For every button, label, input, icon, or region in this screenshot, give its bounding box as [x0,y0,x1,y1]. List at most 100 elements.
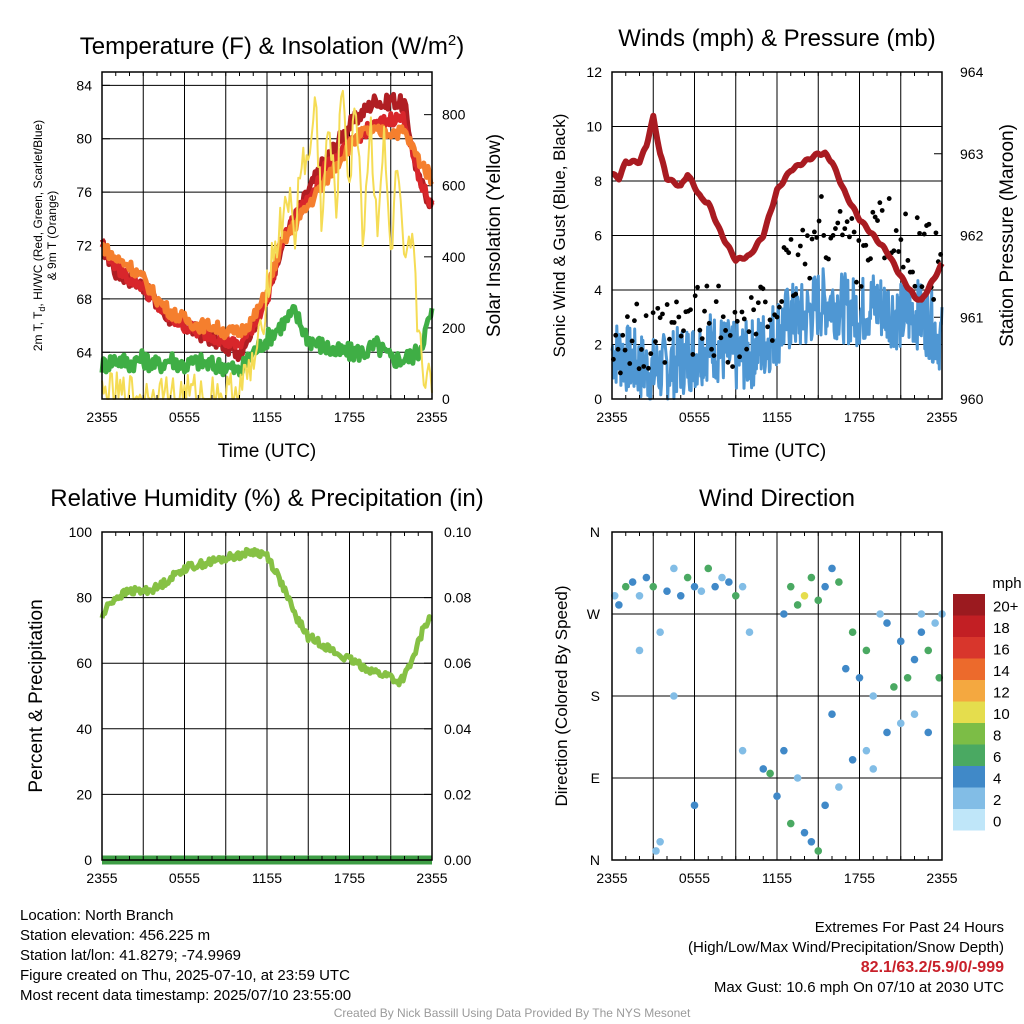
gust-point [720,314,726,320]
direction-point [896,719,905,728]
direction-point [766,769,774,778]
legend-swatch [953,594,985,616]
direction-point [835,783,843,791]
y-axis-label: Percent & Precipitation [26,599,47,792]
y-tick-label: 80 [76,590,92,606]
direction-point [780,610,788,618]
direction-point [615,601,623,609]
gust-point [837,208,843,214]
y-tick-label: W [587,606,601,622]
gust-point [760,286,766,292]
gust-point [676,314,682,320]
y-right-axis-label: Station Pressure (Maroon) [997,124,1018,347]
series-line-dewpoint-green- [99,304,435,378]
x-tick-label: 1755 [844,409,875,425]
x-tick-label: 1155 [762,409,792,425]
gust-point [641,364,647,369]
gust-point [748,295,754,300]
panel-3: 0 20 40 60 80 100 0.00 0.02 0.04 0.06 0.08 0.10 2355… [26,485,484,886]
gust-point [753,331,759,337]
y-axis-label: 2m T, Td, HI/WC (Red, Green, Scarlet/Blu… [31,120,47,351]
y-right-tick-label: 800 [442,107,466,123]
direction-point [676,591,685,600]
gust-point [800,227,806,233]
x-tick-label: 1155 [252,409,282,425]
gust-point [917,230,922,236]
y-tick-label: S [591,688,600,704]
y-right-tick-label: 0.10 [444,524,471,540]
gust-point [664,302,670,307]
y-right-tick-label: 960 [960,391,984,407]
gust-point [854,279,859,285]
gust-point [674,299,679,305]
direction-point [848,628,857,637]
gust-point [903,211,908,217]
gust-point [807,275,813,281]
direction-point [821,801,829,810]
direction-point [924,646,933,655]
gust-point [844,219,850,225]
y-axis-label-rest: , HI/WC (Red, Green, Scarlet/Blue) [31,120,45,307]
gust-point [793,291,799,297]
legend-title: mph [992,575,1021,592]
gust-point [809,236,815,242]
direction-point [780,746,788,755]
gust-point [613,332,619,338]
y-tick-label: 2 [594,337,602,353]
direction-point [848,755,857,764]
gust-point [636,366,642,372]
y-right-tick-label: 0.02 [444,786,471,802]
x-tick-label: 1155 [762,870,792,886]
direction-point [800,591,809,600]
gust-point [842,226,848,232]
gust-point [804,233,810,239]
direction-point [690,801,699,810]
direction-point [876,610,884,618]
legend-swatch [953,680,985,702]
gust-point [734,318,740,324]
direction-point [786,819,795,828]
direction-point [610,591,619,600]
gust-point [711,353,717,358]
gust-point [858,284,864,289]
gust-point [692,293,698,299]
y-tick-label: 10 [586,119,602,135]
x-tick-label: 0555 [169,409,200,425]
y-axis-label: Sonic Wind & Gust (Blue, Black) [550,114,569,358]
direction-point [718,573,726,582]
gust-point [643,313,649,319]
direction-point [800,828,809,837]
gust-point [625,314,630,320]
gust-point [762,299,768,305]
gust-point [744,346,750,352]
station-elevation: Station elevation: 456.225 m [20,927,211,944]
direction-point [652,847,660,855]
gust-point [765,324,771,330]
y-axis-label-line2: & 9m T (Orange) [45,191,59,281]
direction-point [621,582,630,591]
gust-point [671,320,677,325]
direction-point [828,710,836,719]
gust-point [896,249,901,254]
legend-label: 12 [993,685,1010,702]
gust-point [739,309,745,315]
direction-point [821,582,829,591]
y-right-tick-label: 961 [960,309,984,325]
gust-point [802,261,808,267]
gust-point [835,220,841,226]
plot-border [101,531,433,861]
direction-point [683,573,692,582]
y-right-tick-label: 963 [960,146,984,162]
gust-point [699,336,705,341]
direction-point [835,578,843,586]
gust-point [678,333,684,339]
gust-point [879,208,885,213]
chart-title: Winds (mph) & Pressure (mb) [618,25,935,52]
direction-point [711,582,719,591]
direction-point [862,646,871,655]
gust-point [788,237,794,242]
gust-point [872,214,878,220]
gust-point [905,258,911,263]
gust-point [741,316,747,322]
